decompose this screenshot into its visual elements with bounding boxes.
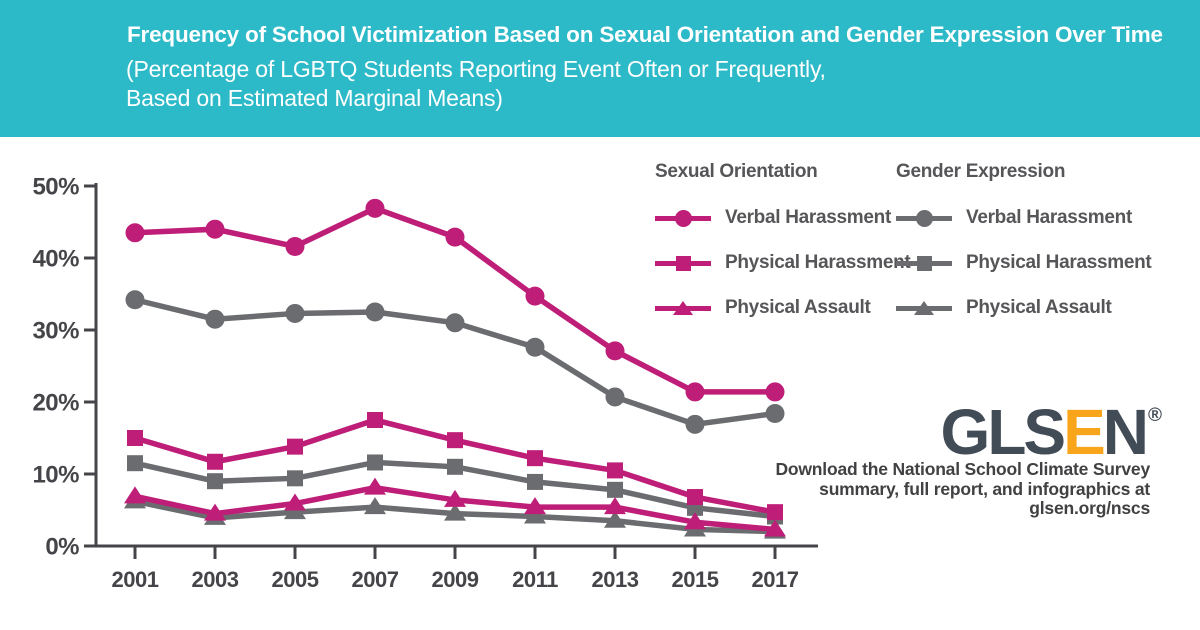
svg-text:50%: 50% bbox=[32, 174, 79, 201]
svg-text:2005: 2005 bbox=[272, 567, 319, 592]
legend-gender-expression: Gender Expression Verbal Harassment Phys… bbox=[896, 161, 1152, 318]
download-note-url: glsen.org/nscs bbox=[1029, 498, 1150, 518]
download-note-line2: summary, full report, and infographics a… bbox=[819, 478, 1150, 499]
download-note-line1: Download the National School Climate Sur… bbox=[775, 459, 1150, 479]
header-banner: Frequency of School Victimization Based … bbox=[0, 0, 1200, 137]
svg-text:40%: 40% bbox=[32, 246, 79, 273]
svg-text:20%: 20% bbox=[32, 390, 79, 417]
svg-text:30%: 30% bbox=[32, 318, 79, 345]
glsen-logo: GLSEN ® bbox=[820, 395, 1162, 469]
svg-text:2015: 2015 bbox=[672, 567, 719, 592]
triangle-marker-icon bbox=[655, 298, 711, 318]
glsen-logo-gls: GLS bbox=[940, 396, 1067, 468]
download-note: Download the National School Climate Sur… bbox=[700, 459, 1150, 519]
svg-text:0%: 0% bbox=[45, 534, 79, 561]
legend-item-label: Verbal Harassment bbox=[966, 207, 1132, 228]
legend-item-verbal-harassment: Verbal Harassment bbox=[655, 207, 910, 228]
glsen-logo-e: E bbox=[1063, 396, 1106, 468]
svg-text:2003: 2003 bbox=[192, 567, 239, 592]
circle-marker-icon bbox=[896, 208, 952, 228]
legend-item-physical-assault: Physical Assault bbox=[896, 297, 1151, 318]
legend-item-label: Physical Harassment bbox=[725, 252, 911, 273]
svg-text:2007: 2007 bbox=[352, 567, 399, 592]
square-marker-icon bbox=[896, 253, 952, 273]
svg-text:2009: 2009 bbox=[432, 567, 479, 592]
svg-text:10%: 10% bbox=[32, 462, 79, 489]
svg-text:2017: 2017 bbox=[752, 567, 799, 592]
legend-item-label: Physical Assault bbox=[725, 297, 871, 318]
triangle-marker-icon bbox=[896, 298, 952, 318]
legend-item-physical-harassment: Physical Harassment bbox=[655, 252, 911, 273]
svg-text:2001: 2001 bbox=[112, 567, 159, 592]
circle-marker-icon bbox=[655, 208, 711, 228]
svg-text:2011: 2011 bbox=[512, 567, 558, 592]
legend-sexual-orientation: Sexual Orientation Verbal Harassment Phy… bbox=[655, 161, 911, 318]
page-subtitle-line2: Based on Estimated Marginal Means) bbox=[126, 85, 503, 111]
svg-text:2013: 2013 bbox=[592, 567, 639, 592]
legend-group-title: Sexual Orientation bbox=[655, 161, 818, 182]
legend-item-physical-harassment: Physical Harassment bbox=[896, 252, 1152, 273]
legend-item-label: Verbal Harassment bbox=[725, 207, 891, 228]
glsen-logo-n: N bbox=[1102, 396, 1149, 468]
square-marker-icon bbox=[655, 253, 711, 273]
legend-item-label: Physical Harassment bbox=[966, 252, 1152, 273]
registered-trademark-icon: ® bbox=[1148, 405, 1162, 426]
page-title: Frequency of School Victimization Based … bbox=[127, 22, 1163, 47]
legend-item-label: Physical Assault bbox=[966, 297, 1112, 318]
page-subtitle-line1: (Percentage of LGBTQ Students Reporting … bbox=[126, 56, 826, 82]
legend-item-physical-assault: Physical Assault bbox=[655, 297, 910, 318]
legend-group-title: Gender Expression bbox=[896, 161, 1066, 182]
legend-item-verbal-harassment: Verbal Harassment bbox=[896, 207, 1151, 228]
page-subtitle: (Percentage of LGBTQ Students Reporting … bbox=[126, 55, 826, 113]
